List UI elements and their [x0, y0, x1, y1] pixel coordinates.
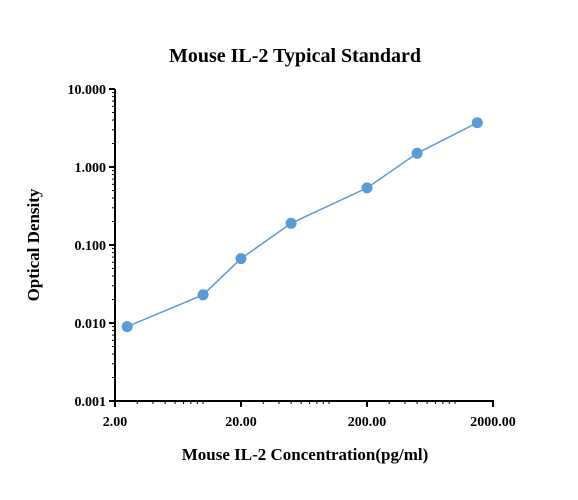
y-tick-label: 0.001	[75, 395, 107, 410]
data-point	[197, 289, 209, 301]
series-line	[126, 122, 478, 328]
chart-title: Mouse IL-2 Typical Standard	[169, 45, 421, 67]
y-tick-label: 10.000	[68, 83, 107, 98]
y-tick-label: 1.000	[75, 161, 107, 176]
data-point	[121, 321, 133, 333]
x-tick-label: 200.00	[348, 415, 387, 430]
data-point	[411, 147, 423, 159]
x-axis-label: Mouse IL-2 Concentration(pg/ml)	[182, 445, 428, 464]
data-point	[235, 253, 247, 265]
data-series	[121, 117, 483, 333]
data-point	[285, 217, 297, 229]
y-tick-label: 0.010	[75, 317, 107, 332]
y-tick-label: 0.100	[75, 239, 107, 254]
x-tick-label: 20.00	[225, 415, 257, 430]
axes	[114, 89, 494, 402]
x-tick-label: 2000.00	[470, 415, 516, 430]
data-point	[471, 117, 483, 129]
y-axis-label: Optical Density	[24, 188, 43, 301]
x-tick-label: 2.00	[103, 415, 128, 430]
tick-labels: 0.001 0.010 0.100 1.000 10.000 2.00 20.00 200.0…	[68, 83, 516, 430]
data-point	[361, 182, 373, 194]
tick-marks	[109, 88, 494, 407]
